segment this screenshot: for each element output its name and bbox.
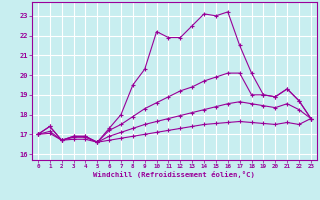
X-axis label: Windchill (Refroidissement éolien,°C): Windchill (Refroidissement éolien,°C) [93, 171, 255, 178]
